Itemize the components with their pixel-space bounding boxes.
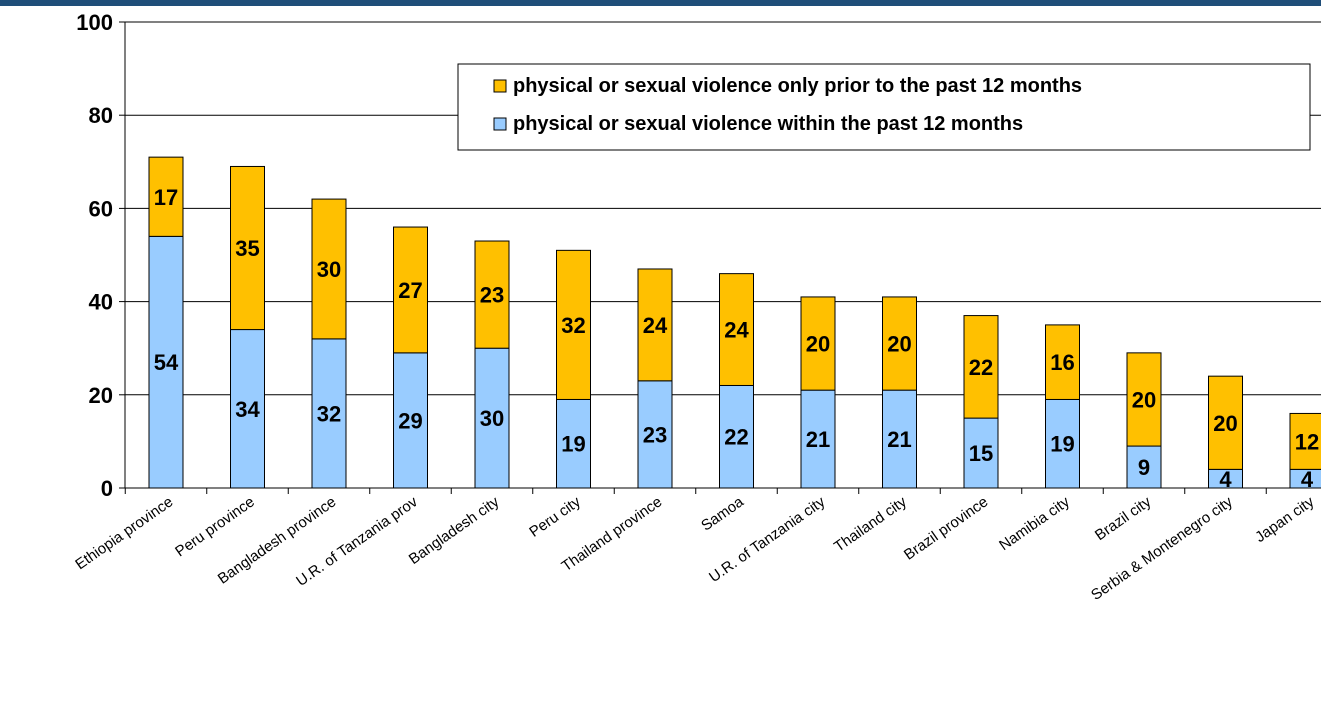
bar-segment-prior-12-months — [882, 296, 917, 391]
bar-segment-within-12-months — [148, 235, 184, 489]
bar-segment-prior-12-months — [230, 165, 265, 331]
data-label-prior-12-months: 23 — [480, 283, 504, 308]
category-label: Bangladesh city — [406, 493, 503, 568]
legend: physical or sexual violence only prior t… — [457, 63, 1311, 151]
category-label: Ethiopia province — [72, 493, 176, 573]
bar-segment-within-12-months — [230, 329, 265, 489]
bar-segment-within-12-months — [637, 380, 673, 489]
category-label: Brazil city — [1092, 493, 1155, 544]
bar-segment-prior-12-months — [311, 198, 347, 340]
y-tick-label: 60 — [89, 196, 113, 221]
legend-entry: physical or sexual violence only prior t… — [513, 75, 1082, 97]
bars — [148, 156, 1321, 489]
bar-segment-prior-12-months — [1126, 352, 1162, 447]
bar-segment-prior-12-months — [556, 249, 591, 400]
data-label-within-12-months: 19 — [561, 432, 585, 457]
data-label-within-12-months: 19 — [1050, 432, 1074, 457]
bar-segment-prior-12-months — [637, 268, 673, 382]
data-label-prior-12-months: 27 — [398, 278, 422, 303]
data-label-prior-12-months: 20 — [806, 332, 830, 357]
data-label-within-12-months: 21 — [887, 427, 911, 452]
data-label-prior-12-months: 17 — [154, 185, 178, 210]
y-tick-label: 80 — [89, 103, 113, 128]
category-label: Namibia city — [996, 493, 1073, 554]
data-label-prior-12-months: 20 — [887, 332, 911, 357]
bar-segment-prior-12-months — [1208, 375, 1243, 470]
category-label: Serbia & Montenegro city — [1088, 493, 1236, 604]
category-label: Brazil province — [901, 493, 991, 563]
data-label-prior-12-months: 30 — [317, 257, 341, 282]
data-labels: 54 17 34 35 32 30 29 27 30 23 19 32 23 24 22 24 21 20 21 20… — [154, 185, 1319, 492]
legend-swatch — [493, 79, 507, 93]
data-label-within-12-months: 15 — [969, 441, 993, 466]
data-label-within-12-months: 34 — [235, 397, 260, 422]
bar-segment-within-12-months — [800, 389, 836, 489]
category-label: Thailand city — [831, 493, 910, 556]
bar-segment-within-12-months — [474, 347, 510, 489]
bar-segment-prior-12-months — [393, 226, 428, 354]
bar-segment-prior-12-months — [148, 156, 184, 237]
data-label-within-12-months: 9 — [1138, 455, 1150, 480]
data-label-within-12-months: 21 — [806, 427, 830, 452]
bar-segment-prior-12-months — [474, 240, 510, 349]
bar-segment-prior-12-months — [719, 273, 754, 386]
data-label-prior-12-months: 24 — [724, 318, 749, 343]
bar-segment-within-12-months — [393, 352, 428, 489]
y-tick-label: 20 — [89, 383, 113, 408]
data-label-prior-12-months: 20 — [1132, 387, 1156, 412]
data-label-prior-12-months: 20 — [1213, 411, 1237, 436]
data-label-within-12-months: 29 — [398, 408, 422, 433]
bar-segment-within-12-months — [963, 417, 999, 489]
data-label-prior-12-months: 24 — [643, 313, 668, 338]
bar-segment-within-12-months — [556, 398, 591, 489]
data-label-within-12-months: 23 — [643, 422, 667, 447]
data-label-within-12-months: 30 — [480, 406, 504, 431]
category-label: Peru city — [526, 493, 584, 541]
legend-box — [457, 63, 1311, 151]
bar-segment-prior-12-months — [800, 296, 836, 391]
data-label-prior-12-months: 32 — [561, 313, 585, 338]
data-label-prior-12-months: 12 — [1295, 429, 1319, 454]
category-label: Peru province — [172, 493, 258, 560]
legend-entry: physical or sexual violence within the p… — [513, 113, 1023, 135]
data-label-prior-12-months: 16 — [1050, 350, 1074, 375]
data-label-within-12-months: 22 — [724, 425, 748, 450]
top-banner-strip — [0, 0, 1321, 6]
category-label: Samoa — [698, 493, 747, 535]
y-tick-label: 0 — [101, 476, 113, 501]
data-label-prior-12-months: 35 — [235, 236, 259, 261]
bar-segment-within-12-months — [311, 338, 347, 489]
bar-segment-within-12-months — [1126, 445, 1162, 489]
bar-segment-prior-12-months — [1045, 324, 1080, 400]
category-label: Japan city — [1252, 493, 1317, 546]
bar-segment-prior-12-months — [1289, 412, 1321, 470]
y-tick-label: 40 — [89, 290, 113, 315]
data-label-within-12-months: 54 — [154, 350, 179, 375]
data-label-within-12-months: 4 — [1219, 467, 1232, 492]
data-label-prior-12-months: 22 — [969, 355, 993, 380]
bar-segment-prior-12-months — [963, 315, 999, 419]
legend-swatch — [493, 117, 507, 131]
y-tick-label: 100 — [76, 10, 113, 35]
data-label-within-12-months: 32 — [317, 401, 341, 426]
data-label-within-12-months: 4 — [1301, 467, 1314, 492]
